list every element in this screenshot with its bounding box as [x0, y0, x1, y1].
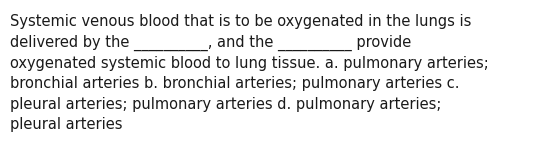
Text: Systemic venous blood that is to be oxygenated in the lungs is
delivered by the : Systemic venous blood that is to be oxyg… — [10, 14, 489, 132]
